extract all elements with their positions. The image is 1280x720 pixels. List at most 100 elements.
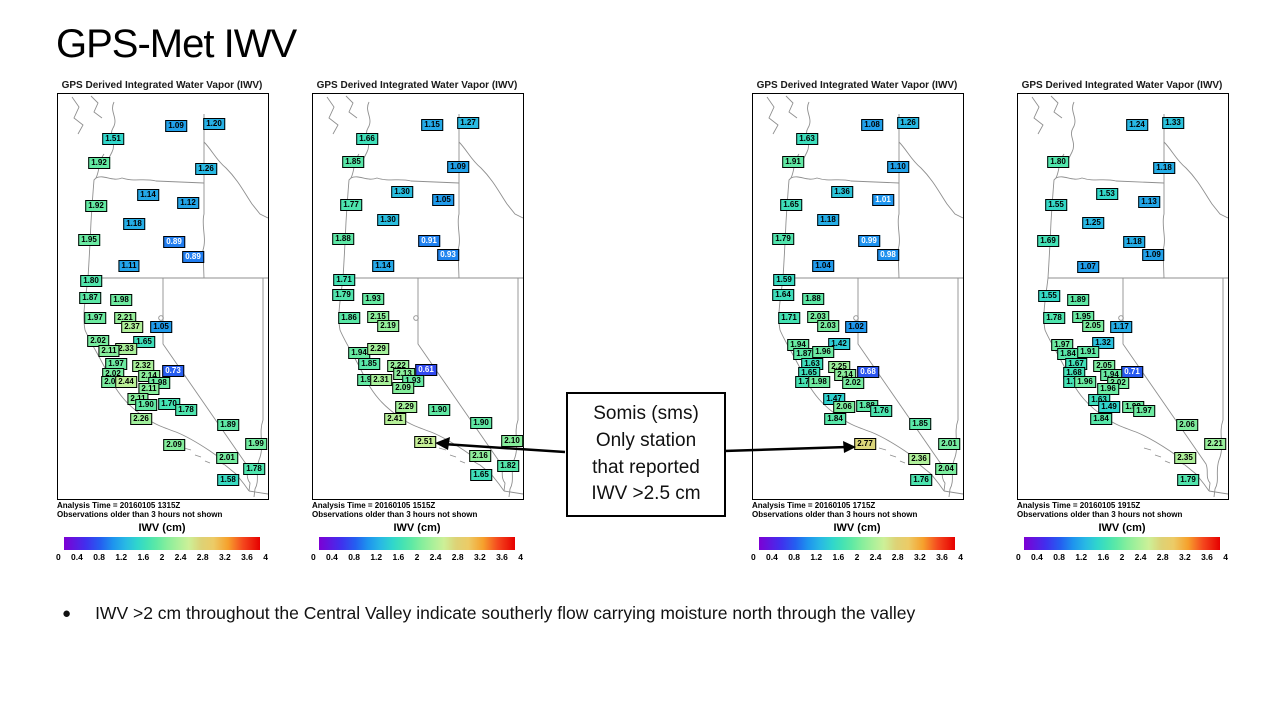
station-label: 1.85 xyxy=(909,418,931,430)
station-label: 2.04 xyxy=(935,463,957,475)
station-label: 1.92 xyxy=(88,157,110,169)
colorbar-title: IWV (cm) xyxy=(1098,522,1146,534)
mexico-border xyxy=(248,490,268,495)
nv-az-border xyxy=(253,278,264,498)
ca-nv-border xyxy=(1122,278,1211,492)
station-label: 2.29 xyxy=(367,343,389,355)
colorbar-tick: 4 xyxy=(518,552,523,562)
station-label: 1.55 xyxy=(1038,290,1060,302)
station-label: 1.70 xyxy=(158,398,180,410)
colorbar-tick: 2.8 xyxy=(451,552,464,562)
station-label: 2.16 xyxy=(469,450,491,462)
station-label: 2.09 xyxy=(163,439,185,451)
colorbar-tick: 1.6 xyxy=(832,552,845,562)
channel-islands xyxy=(438,447,466,464)
mexico-border xyxy=(943,490,963,495)
station-label: 1.84 xyxy=(1090,413,1112,425)
station-label: 1.85 xyxy=(358,358,380,370)
colorbar-title: IWV (cm) xyxy=(138,522,186,534)
station-label: 1.89 xyxy=(1067,294,1089,306)
station-label: 1.10 xyxy=(887,161,909,173)
mexico-border xyxy=(1208,490,1228,495)
station-label: 2.35 xyxy=(1174,452,1196,464)
map-frame: 1.15 1.27 1.66 1.85 1.09 1.30 1.77 1.05 1.30 1.88… xyxy=(312,93,524,500)
station-label: 1.18 xyxy=(1123,236,1145,248)
lake-tahoe xyxy=(158,315,164,321)
analysis-note: Observations older than 3 hours not show… xyxy=(752,510,918,519)
station-label: 0.68 xyxy=(857,366,879,378)
station-label: 1.96 xyxy=(812,346,834,358)
station-label: 1.64 xyxy=(772,289,794,301)
map-panel: GPS Derived Integrated Water Vapor (IWV)… xyxy=(55,80,269,580)
station-label: 2.26 xyxy=(130,413,152,425)
station-label: 1.63 xyxy=(796,133,818,145)
station-label: 1.12 xyxy=(177,197,199,209)
station-label: 1.14 xyxy=(372,260,394,272)
colorbar-tick: 2 xyxy=(414,552,420,562)
station-label: 1.95 xyxy=(78,234,100,246)
station-label: 1.77 xyxy=(340,199,362,211)
station-label: 2.06 xyxy=(833,401,855,413)
station-label: 1.91 xyxy=(1077,346,1099,358)
colorbar-tick: 3.2 xyxy=(1178,552,1191,562)
pacific-coastline xyxy=(83,153,250,492)
lake-tahoe xyxy=(1118,315,1124,321)
channel-islands xyxy=(878,447,906,464)
channel-islands xyxy=(183,447,211,464)
station-label: 1.91 xyxy=(782,156,804,168)
station-label: 0.93 xyxy=(437,249,459,261)
station-label: 1.14 xyxy=(137,189,159,201)
station-label: 1.92 xyxy=(85,200,107,212)
coastline-inlets xyxy=(785,95,798,119)
colorbar-tick: 1.2 xyxy=(1075,552,1088,562)
colorbar-tick: 2.4 xyxy=(1134,552,1147,562)
map-frame: 1.08 1.26 1.63 1.91 1.10 1.36 1.65 1.01 1.18 1.79… xyxy=(752,93,964,500)
station-label: 1.33 xyxy=(1162,117,1184,129)
colorbar-tick: 2.4 xyxy=(429,552,442,562)
station-label: 1.71 xyxy=(778,312,800,324)
nv-az-border xyxy=(948,278,959,498)
wa-or-border xyxy=(95,176,205,184)
station-label: 1.07 xyxy=(1077,261,1099,273)
map-frame: 1.09 1.20 1.51 1.92 1.26 1.14 1.92 1.12 1.18 1.95… xyxy=(57,93,269,500)
station-label: 1.65 xyxy=(470,469,492,481)
colorbar-tick: 1.6 xyxy=(1097,552,1110,562)
station-label: 2.01 xyxy=(216,452,238,464)
station-label: 1.25 xyxy=(1082,217,1104,229)
bullet-item: ● IWV >2 cm throughout the Central Valle… xyxy=(62,603,915,624)
colorbar-tick: 1.2 xyxy=(810,552,823,562)
station-label: 0.99 xyxy=(858,235,880,247)
station-label: 1.04 xyxy=(812,260,834,272)
station-label: 1.99 xyxy=(245,438,267,450)
station-label: 1.96 xyxy=(1074,376,1096,388)
station-label: 2.10 xyxy=(501,435,523,447)
station-label: 1.36 xyxy=(831,186,853,198)
station-label: 1.90 xyxy=(428,404,450,416)
puget-sound xyxy=(362,101,371,161)
station-label: 1.78 xyxy=(243,463,265,475)
station-label: 0.89 xyxy=(163,236,185,248)
channel-islands xyxy=(1143,447,1171,464)
station-label: 2.51 xyxy=(414,436,436,448)
station-label: 1.80 xyxy=(80,275,102,287)
colorbar-tick: 4 xyxy=(263,552,268,562)
callout-line: Only station xyxy=(595,429,697,451)
station-label: 2.03 xyxy=(817,320,839,332)
station-label: 1.09 xyxy=(1142,249,1164,261)
colorbar-tick: 0.8 xyxy=(93,552,106,562)
station-label: 1.17 xyxy=(1110,321,1132,333)
colorbar-tick: 3.2 xyxy=(913,552,926,562)
colorbar-tick: 2.4 xyxy=(174,552,187,562)
station-label: 1.05 xyxy=(432,194,454,206)
colorbar-ticks: 0 0.4 0.8 1.2 1.6 2 2.4 2.8 3.2 3.6 4 xyxy=(1016,552,1228,562)
map-frame: 1.24 1.33 1.80 1.18 1.53 1.55 1.13 1.25 1.69 1.18… xyxy=(1017,93,1229,500)
colorbar-tick: 3.2 xyxy=(473,552,486,562)
station-label: 2.44 xyxy=(115,376,137,388)
map-panel: GPS Derived Integrated Water Vapor (IWV)… xyxy=(1015,80,1229,580)
station-label: 1.98 xyxy=(808,376,830,388)
station-label: 1.01 xyxy=(872,194,894,206)
station-label: 2.05 xyxy=(1082,320,1104,332)
map-title: GPS Derived Integrated Water Vapor (IWV) xyxy=(316,80,518,91)
station-label: 2.21 xyxy=(1204,438,1226,450)
station-label: 2.02 xyxy=(87,335,109,347)
